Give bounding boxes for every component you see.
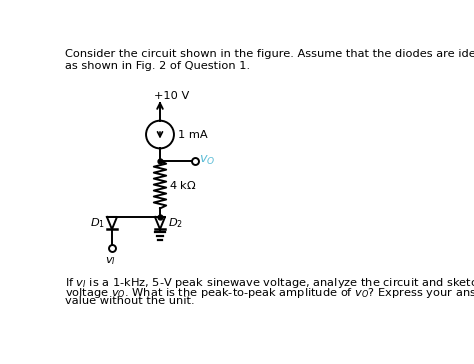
Text: $v_I$: $v_I$ [105, 256, 116, 267]
Text: $D_1$: $D_1$ [90, 216, 105, 230]
Text: If $v_I$ is a 1-kHz, 5-V peak sinewave voltage, analyze the circuit and sketch t: If $v_I$ is a 1-kHz, 5-V peak sinewave v… [64, 276, 474, 290]
Text: 4 k$\Omega$: 4 k$\Omega$ [169, 179, 197, 191]
Text: voltage $v_O$. What is the peak-to-peak amplitude of $v_O$? Express your answer : voltage $v_O$. What is the peak-to-peak … [64, 286, 474, 300]
Text: 1 mA: 1 mA [178, 130, 208, 139]
Text: $D_2$: $D_2$ [168, 216, 183, 230]
Text: +10 V: +10 V [154, 91, 189, 101]
Text: Consider the circuit shown in the figure. Assume that the diodes are ideal, i.e.: Consider the circuit shown in the figure… [64, 49, 474, 71]
Text: value without the unit.: value without the unit. [64, 296, 194, 306]
Text: $v_O$: $v_O$ [199, 154, 215, 167]
